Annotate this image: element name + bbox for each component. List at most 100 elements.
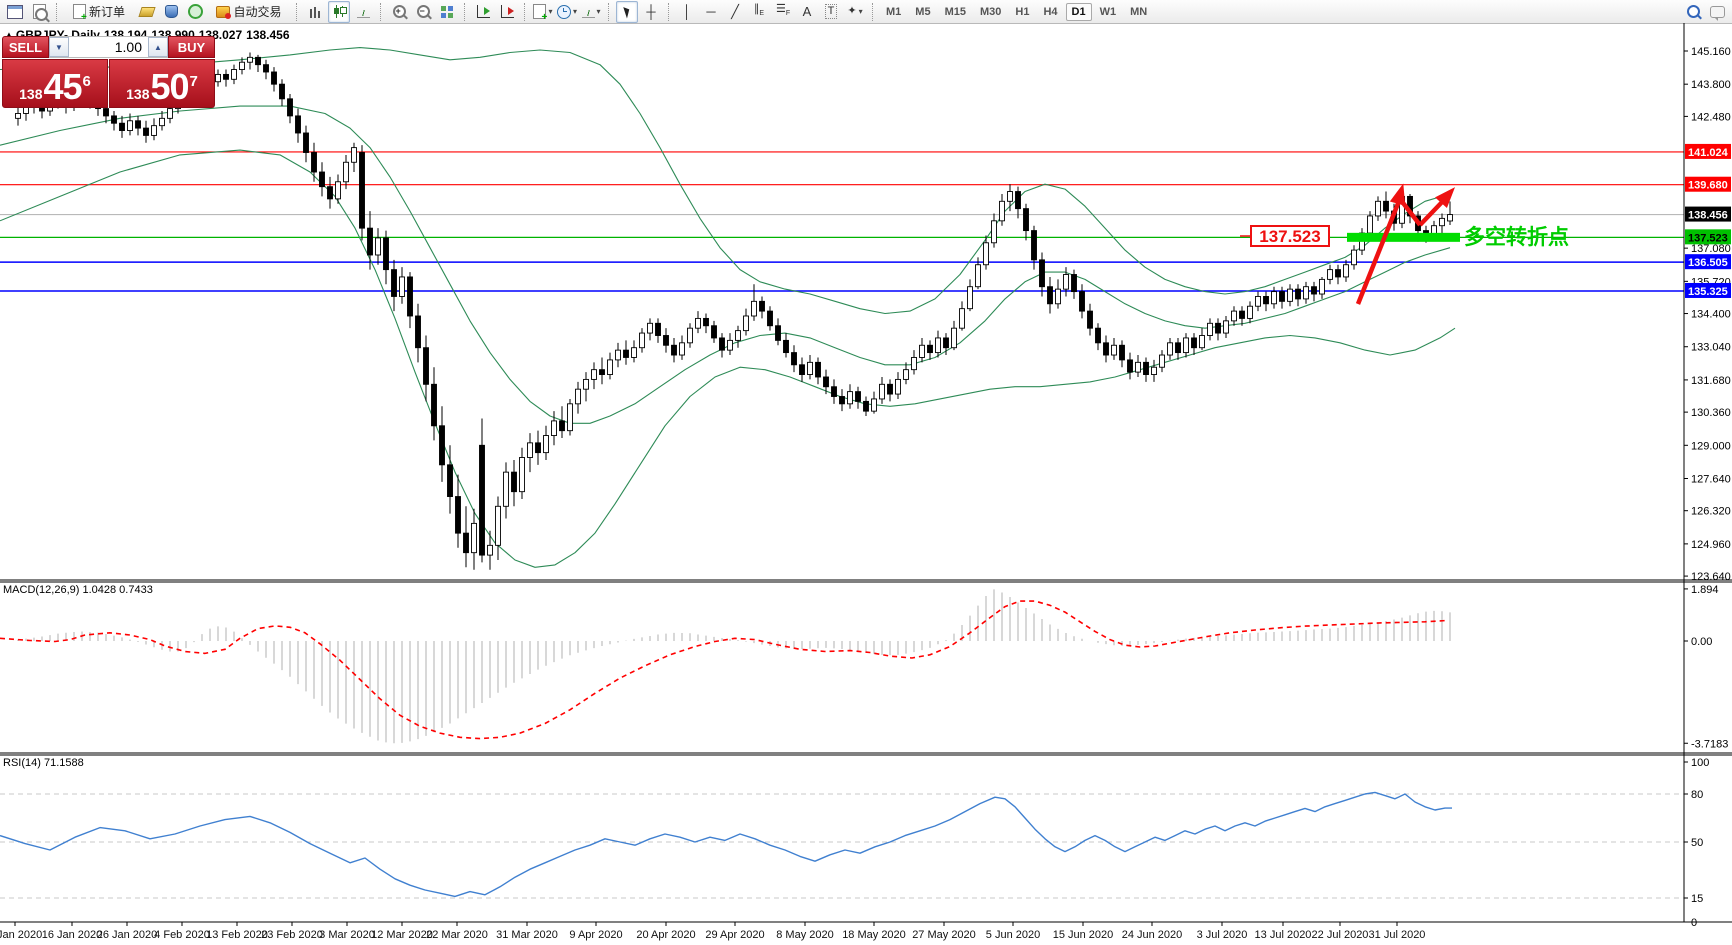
svg-text:16 Jan 2020: 16 Jan 2020 [42,929,103,941]
profiles-button[interactable] [28,1,50,23]
auto-trading-label: 自动交易 [233,5,282,19]
clock-icon [557,4,571,19]
svg-text:137.080: 137.080 [1691,243,1731,255]
line-chart-button[interactable] [352,1,374,23]
svg-text:4 Feb 2020: 4 Feb 2020 [154,929,210,941]
timeframe-h4-button[interactable]: H4 [1043,5,1058,18]
svg-text:8 May 2020: 8 May 2020 [776,929,833,941]
sell-button[interactable]: SELL [2,36,49,58]
new-chart-window-button[interactable] [4,1,26,23]
indicators-button[interactable]: + ▾ [532,1,554,23]
collapse-arrow-icon: ▲ [5,30,13,39]
macd-indicator-label: MACD(12,26,9) 1.0428 0.7433 [3,584,153,596]
svg-text:-3.7183: -3.7183 [1691,738,1728,750]
search-icon [1686,5,1700,18]
svg-text:13 Feb 2020: 13 Feb 2020 [206,929,268,941]
toolbar-separator [668,2,670,21]
channel-tool-button[interactable]: ∥E [748,1,770,23]
chart-shift-button[interactable] [496,1,518,23]
zoom-in-icon: + [392,5,406,18]
volume-down-button[interactable]: ▼ [49,37,69,57]
svg-text:143.800: 143.800 [1691,79,1731,91]
svg-text:141.024: 141.024 [1688,147,1729,159]
crosshair-icon: ┼ [646,4,656,19]
svg-text:5 Jun 2020: 5 Jun 2020 [986,929,1040,941]
timeframe-m5-button[interactable]: M5 [915,5,931,18]
main-toolbar: + 新订单 自动交易 + − + ▾ ▾ ▾ [0,0,1732,24]
svg-text:26 Jan 2020: 26 Jan 2020 [97,929,158,941]
templates-button[interactable]: ▾ [580,1,602,23]
crosshair-tool-button[interactable]: ┼ [640,1,662,23]
timeframe-m15-button[interactable]: M15 [944,5,966,18]
periods-button[interactable]: ▾ [556,1,578,23]
bar-chart-button[interactable] [304,1,326,23]
chat-button[interactable] [1706,1,1728,23]
template-icon [581,6,595,18]
svg-text:0: 0 [1691,917,1697,929]
fibonacci-tool-button[interactable]: ☰F [772,1,794,23]
svg-text:22 Mar 2020: 22 Mar 2020 [426,929,488,941]
ohlc-close: 138.456 [246,28,290,42]
svg-text:3 Mar 2020: 3 Mar 2020 [319,929,375,941]
svg-text:139.680: 139.680 [1688,180,1728,192]
svg-text:126.320: 126.320 [1691,506,1731,518]
timeframe-w1-button[interactable]: W1 [1099,5,1117,18]
svg-text:13 Jul 2020: 13 Jul 2020 [1255,929,1312,941]
jug-icon [164,5,178,18]
ask-price-button[interactable]: 138 50 7 [109,59,215,108]
zoom-out-button[interactable]: − [412,1,434,23]
svg-text:15 Jun 2020: 15 Jun 2020 [1053,929,1114,941]
cursor-tool-button[interactable] [616,0,639,23]
cursor-icon [622,5,632,18]
timeframe-h1-button[interactable]: H1 [1015,5,1030,18]
bar-chart-icon [309,5,321,18]
svg-text:18 May 2020: 18 May 2020 [842,929,906,941]
horizontal-line-tool-button[interactable]: ─ [700,1,722,23]
auto-trading-button[interactable]: 自动交易 [208,1,290,23]
svg-text:50: 50 [1691,837,1703,849]
new-order-icon: + [72,4,87,23]
toolbar-separator [872,2,874,21]
svg-text:123.640: 123.640 [1691,571,1731,583]
svg-text:130.360: 130.360 [1691,407,1731,419]
svg-text:20 Apr 2020: 20 Apr 2020 [636,929,695,941]
timeframe-m1-button[interactable]: M1 [886,5,902,18]
svg-text:8 Jan 2020: 8 Jan 2020 [0,929,42,941]
trendline-tool-button[interactable]: ╱ [724,1,746,23]
volume-input[interactable] [69,37,148,57]
zoom-in-button[interactable]: + [388,1,410,23]
bid-pips: 45 [43,66,82,107]
volume-up-button[interactable]: ▲ [148,37,168,57]
svg-text:131.680: 131.680 [1691,375,1731,387]
auto-scroll-icon [476,5,490,18]
deposit-button[interactable] [136,1,158,23]
chart-canvas[interactable]: 137.523 多空转折点 145.160 143.800 142.480 137.080… [0,23,1732,945]
svg-text:137.523: 137.523 [1688,232,1728,244]
text-tool-button[interactable]: A [796,1,818,23]
toolbar-separator [608,2,610,21]
timeframe-mn-button[interactable]: MN [1130,5,1148,18]
search-button[interactable] [1682,1,1704,23]
svg-text:31 Jul 2020: 31 Jul 2020 [1369,929,1426,941]
tile-windows-button[interactable] [436,1,458,23]
toolbar-separator [524,2,526,21]
zoom-out-icon: − [416,5,430,18]
buy-button[interactable]: BUY [168,36,215,58]
channel-icon: ∥E [753,2,765,18]
timeframe-d1-button[interactable]: D1 [1065,2,1092,21]
svg-text:27 May 2020: 27 May 2020 [912,929,976,941]
bid-price-button[interactable]: 138 45 6 [2,59,108,108]
candlestick-chart-button[interactable] [328,0,350,23]
new-order-button[interactable]: + 新订单 [64,1,134,23]
svg-text:133.040: 133.040 [1691,342,1731,354]
vertical-line-tool-button[interactable]: │ [676,1,698,23]
upload-button[interactable] [160,1,182,23]
text-label-tool-button[interactable]: T [820,1,842,23]
svg-text:138.456: 138.456 [1688,210,1728,222]
signals-button[interactable] [184,1,206,23]
horizontal-line-icon: ─ [706,4,716,19]
auto-scroll-button[interactable] [472,1,494,23]
timeframe-m30-button[interactable]: M30 [979,5,1002,18]
arrows-tool-button[interactable]: ✦ ▾ [847,5,863,17]
